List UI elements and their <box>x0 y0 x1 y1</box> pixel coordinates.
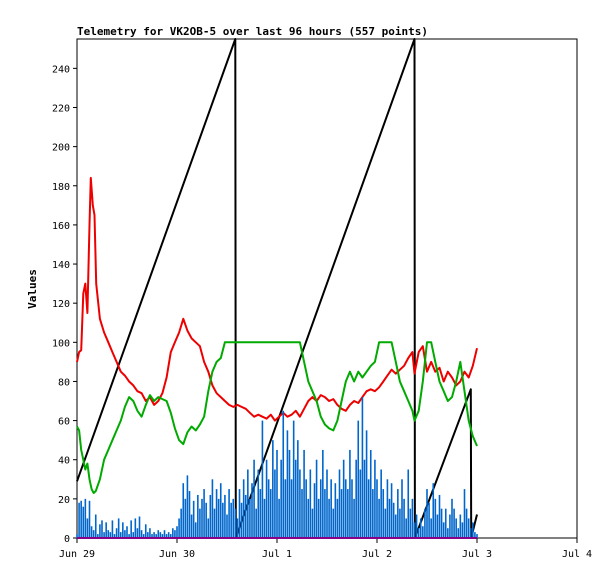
series-line-1 <box>76 176 478 422</box>
x-tick-label: Jun 30 <box>159 549 195 560</box>
chart-title: Telemetry for VK2OB-5 over last 96 hours… <box>77 25 428 38</box>
y-tick-label: 40 <box>58 456 70 467</box>
y-tick-label: 120 <box>52 299 70 310</box>
y-tick-label: 240 <box>52 64 70 75</box>
x-tick-label: Jul 3 <box>462 549 492 560</box>
y-tick-label: 140 <box>52 260 70 271</box>
y-axis: 0 20 40 60 80 100 120 140 160 180 200 220 240 <box>52 64 77 545</box>
x-tick-label: Jun 29 <box>59 549 95 560</box>
y-axis-label: Values <box>26 269 39 309</box>
x-tick-label: Jul 1 <box>262 549 292 560</box>
x-tick-label: Jul 4 <box>562 549 592 560</box>
y-tick-label: 20 <box>58 495 70 506</box>
series-line-0 <box>76 38 478 539</box>
plot-area <box>76 38 478 539</box>
y-tick-label: 180 <box>52 182 70 193</box>
y-tick-label: 0 <box>64 534 70 545</box>
y-tick-label: 160 <box>52 221 70 232</box>
y-tick-label: 60 <box>58 417 70 428</box>
series-bars-3 <box>76 397 478 538</box>
x-axis: Jun 29 Jun 30 Jul 1 Jul 2 Jul 3 Jul 4 <box>59 538 592 560</box>
y-tick-label: 80 <box>58 377 70 388</box>
y-tick-label: 220 <box>52 103 70 114</box>
series-line-2 <box>76 341 478 494</box>
y-tick-label: 200 <box>52 143 70 154</box>
y-tick-label: 100 <box>52 338 70 349</box>
x-tick-label: Jul 2 <box>362 549 392 560</box>
plot-frame <box>76 38 578 539</box>
